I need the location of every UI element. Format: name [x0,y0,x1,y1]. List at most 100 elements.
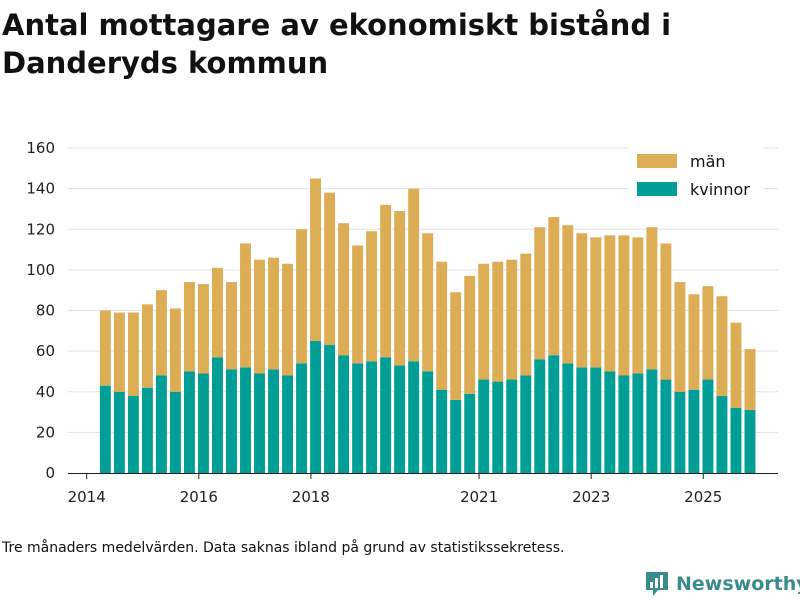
x-tick-label: 2025 [684,488,722,506]
bar-mn-2024-10 [688,294,700,390]
bar-kvinnor-2020-04 [436,389,448,473]
y-tick-label: 100 [26,261,55,279]
bar-kvinnor-2019-10 [408,361,420,473]
chart-title: Antal mottagare av ekonomiskt bistånd i … [2,8,672,80]
bar-mn-2018-10 [352,245,364,364]
bar-kvinnor-2023-01 [590,367,602,473]
bar-mn-2021-10 [520,253,532,376]
bar-mn-2017-01 [254,259,265,374]
bar-kvinnor-2015-04 [155,375,167,473]
y-tick-label: 60 [36,342,55,360]
bar-mn-2020-04 [436,261,448,390]
bar-kvinnor-2025-07 [730,408,742,473]
bar-mn-2015-04 [155,290,167,376]
bar-mn-2014-04 [99,310,111,386]
bar-kvinnor-2018-04 [324,345,336,473]
newsworthy-logo-icon [646,572,668,596]
bar-kvinnor-2018-10 [352,363,364,473]
bar-kvinnor-2025-01 [702,379,714,473]
x-tick-label: 2014 [68,488,106,506]
bar-mn-2018-01 [310,178,322,341]
y-tick-label: 120 [26,220,55,238]
x-tick-label: 2023 [572,488,610,506]
brand-name: Newsworthy [676,573,800,595]
y-tick-label: 20 [36,423,55,441]
bar-kvinnor-2016-04 [212,357,223,473]
bar-mn-2015-10 [183,282,195,372]
legend-swatch-kvinnor [637,182,677,196]
bar-kvinnor-2017-01 [254,373,265,473]
x-axis: 2014 2016 2018 2021 2023 2025 [68,473,778,506]
bar-kvinnor-2017-10 [296,363,308,473]
bar-mn-2017-10 [296,229,308,364]
bar-mn-2019-01 [366,231,378,362]
bar-mn-2024-04 [660,243,672,380]
bar-mn-2025-04 [716,296,728,396]
bar-mn-2022-10 [576,233,588,368]
bar-kvinnor-2015-10 [183,371,195,473]
bar-mn-2022-01 [534,227,546,360]
bar-kvinnor-2022-04 [548,355,560,473]
bar-kvinnor-2021-01 [478,379,490,473]
bar-kvinnor-2019-01 [366,361,378,473]
bar-kvinnor-2015-01 [141,387,153,473]
bar-mn-2021-01 [478,263,490,380]
bar-mn-2019-10 [408,188,420,362]
bar-kvinnor-2023-04 [604,371,616,473]
footnote: Tre månaders medelvärden. Data saknas ib… [2,540,565,556]
legend-label-mn: män [690,152,726,171]
legend: män kvinnor [628,146,764,204]
newsworthy-logo[interactable]: Newsworthy [644,570,800,598]
bar-mn-2021-04 [492,261,504,382]
bar-mn-2025-10 [744,349,756,411]
bar-kvinnor-2023-07 [618,375,630,473]
y-tick-label: 80 [36,302,55,320]
bar-kvinnor-2016-07 [226,369,237,473]
bar-kvinnor-2024-10 [688,389,700,473]
bar-mn-2021-07 [506,259,518,380]
bar-mn-2020-07 [450,292,462,400]
bar-mn-2023-07 [618,235,630,376]
bar-kvinnor-2020-07 [450,399,462,473]
bar-kvinnor-2022-01 [534,359,546,473]
bar-mn-2020-01 [422,233,434,372]
bar-kvinnor-2015-07 [169,391,181,473]
bar-kvinnor-2023-10 [632,373,644,473]
bar-kvinnor-2019-07 [394,365,406,473]
bar-mn-2015-07 [169,308,181,392]
y-tick-label: 160 [26,139,55,157]
legend-label-kvinnor: kvinnor [690,180,750,199]
bar-mn-2017-07 [282,263,294,376]
bar-mn-2015-01 [141,304,153,388]
bar-mn-2019-04 [380,204,392,358]
bar-kvinnor-2014-04 [99,385,111,473]
bar-kvinnor-2025-04 [716,395,728,473]
bar-mn-2017-04 [268,257,279,370]
bar-kvinnor-2016-10 [240,367,251,473]
bar-mn-2014-07 [113,312,125,392]
bar-mn-2023-01 [590,237,602,368]
bar-kvinnor-2014-07 [113,391,125,473]
bar-mn-2022-07 [562,225,574,364]
bars [99,178,756,473]
y-tick-label: 140 [26,180,55,198]
x-tick-label: 2016 [180,488,218,506]
bar-kvinnor-2019-04 [380,357,392,473]
legend-swatch-mn [637,154,677,168]
x-tick-label: 2021 [460,488,498,506]
bar-kvinnor-2022-07 [562,363,574,473]
bar-kvinnor-2024-07 [674,391,686,473]
bar-mn-2019-07 [394,210,406,366]
bar-kvinnor-2021-04 [492,381,504,473]
y-tick-label: 40 [36,383,55,401]
bar-mn-2014-10 [127,312,139,396]
bar-kvinnor-2016-01 [197,373,209,473]
bar-kvinnor-2017-04 [268,369,279,473]
bar-kvinnor-2018-01 [310,340,322,473]
bar-mn-2023-10 [632,237,644,374]
bar-kvinnor-2025-10 [744,410,756,473]
bar-mn-2018-07 [338,223,350,356]
bar-kvinnor-2017-07 [282,375,294,473]
bar-kvinnor-2024-04 [660,379,672,473]
